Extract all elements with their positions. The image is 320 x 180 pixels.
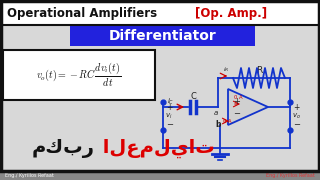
Text: $v_o$: $v_o$ xyxy=(292,111,301,121)
Text: −: − xyxy=(293,120,300,129)
Bar xyxy=(3,50,155,100)
Text: $v_i$: $v_i$ xyxy=(165,111,172,121)
Text: R: R xyxy=(256,66,262,75)
Text: −: − xyxy=(166,120,173,129)
Text: C: C xyxy=(190,91,196,100)
Text: [Op. Amp.]: [Op. Amp.] xyxy=(195,6,267,19)
Text: 0 A: 0 A xyxy=(223,118,232,123)
Text: Eng./ Kyrillos Refaat: Eng./ Kyrillos Refaat xyxy=(266,172,315,177)
Text: +: + xyxy=(293,102,300,111)
Text: Eng./ Kyrillos Refaat: Eng./ Kyrillos Refaat xyxy=(5,172,54,177)
Text: a: a xyxy=(214,110,218,116)
Text: مكبر: مكبر xyxy=(32,138,95,158)
Bar xyxy=(70,26,255,46)
Text: $v_o(t) = -RC\,\dfrac{dv_i(t)}{dt}$: $v_o(t) = -RC\,\dfrac{dv_i(t)}{dt}$ xyxy=(36,61,122,89)
Bar xyxy=(0,170,320,180)
Polygon shape xyxy=(228,89,268,125)
Text: −: − xyxy=(233,109,240,118)
Text: $i_C$: $i_C$ xyxy=(167,97,175,107)
Text: 0 A: 0 A xyxy=(234,94,243,100)
Text: b: b xyxy=(215,120,221,129)
Text: Differentiator: Differentiator xyxy=(108,29,216,43)
Text: +: + xyxy=(233,96,240,105)
Text: $i_R$: $i_R$ xyxy=(223,66,229,75)
Text: +: + xyxy=(166,102,172,111)
Bar xyxy=(1,1,319,25)
Text: العمليات: العمليات xyxy=(96,138,215,158)
Text: Operational Amplifiers: Operational Amplifiers xyxy=(7,6,161,19)
